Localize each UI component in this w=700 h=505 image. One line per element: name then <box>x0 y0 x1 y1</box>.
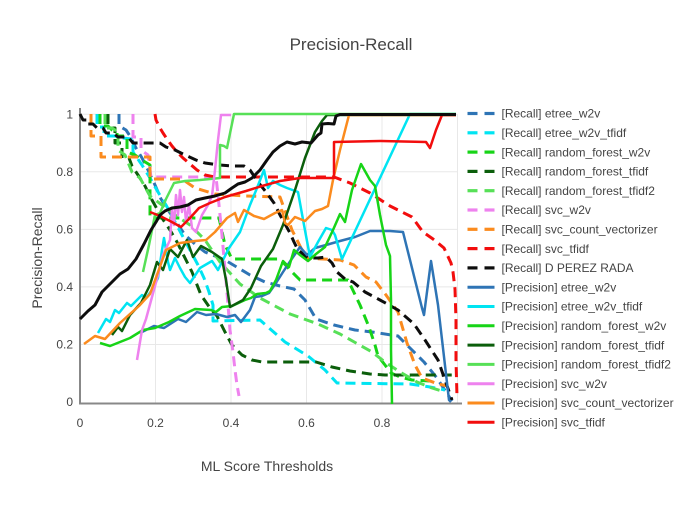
svg-text:0.4: 0.4 <box>56 280 73 294</box>
svg-text:[Precision] svc_tfidf: [Precision] svc_tfidf <box>502 416 606 430</box>
svg-text:0.4: 0.4 <box>223 416 240 430</box>
svg-text:[Recall] D PEREZ RADA: [Recall] D PEREZ RADA <box>502 261 634 275</box>
svg-text:[Precision] etree_w2v_tfidf: [Precision] etree_w2v_tfidf <box>502 300 643 314</box>
svg-text:0.6: 0.6 <box>56 222 73 236</box>
svg-text:ML Score Thresholds: ML Score Thresholds <box>201 458 333 474</box>
svg-text:0.6: 0.6 <box>298 416 315 430</box>
svg-text:[Recall] svc_w2v: [Recall] svc_w2v <box>502 203 591 217</box>
svg-text:0: 0 <box>77 416 84 430</box>
svg-text:[Precision] svc_w2v: [Precision] svc_w2v <box>502 377 607 391</box>
svg-text:[Recall] etree_w2v_tfidf: [Recall] etree_w2v_tfidf <box>502 126 627 140</box>
svg-text:[Recall] svc_count_vectorizer: [Recall] svc_count_vectorizer <box>502 223 658 237</box>
svg-text:[Recall] etree_w2v: [Recall] etree_w2v <box>502 107 601 121</box>
svg-text:[Recall] random_forest_tfidf2: [Recall] random_forest_tfidf2 <box>502 184 656 198</box>
svg-text:0.8: 0.8 <box>56 165 73 179</box>
svg-text:0: 0 <box>66 395 73 409</box>
svg-text:0.2: 0.2 <box>147 416 164 430</box>
svg-text:[Recall] random_forest_w2v: [Recall] random_forest_w2v <box>502 145 651 159</box>
svg-text:[Recall] svc_tfidf: [Recall] svc_tfidf <box>502 242 590 256</box>
svg-text:[Precision] etree_w2v: [Precision] etree_w2v <box>502 280 617 294</box>
svg-text:[Precision] random_forest_w2v: [Precision] random_forest_w2v <box>502 319 667 333</box>
svg-text:[Precision] random_forest_tfid: [Precision] random_forest_tfidf2 <box>502 358 672 372</box>
svg-text:[Precision] svc_count_vectoriz: [Precision] svc_count_vectorizer <box>502 396 674 410</box>
svg-text:[Recall] random_forest_tfidf: [Recall] random_forest_tfidf <box>502 165 649 179</box>
svg-text:0.2: 0.2 <box>56 338 73 352</box>
svg-text:[Precision] random_forest_tfid: [Precision] random_forest_tfidf <box>502 338 665 352</box>
svg-text:Precision-Recall: Precision-Recall <box>29 207 45 308</box>
svg-text:0.8: 0.8 <box>374 416 391 430</box>
svg-text:Precision-Recall: Precision-Recall <box>290 35 413 54</box>
svg-text:1: 1 <box>66 107 73 121</box>
